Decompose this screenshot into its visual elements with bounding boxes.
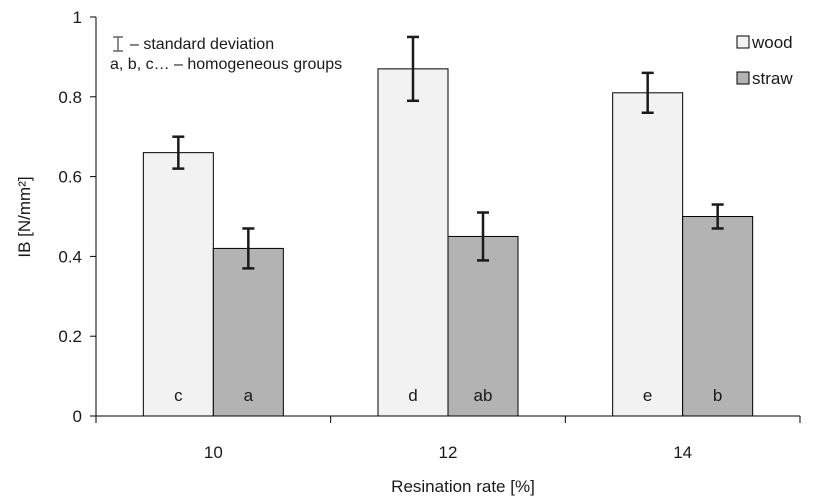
y-tick-label: 0.8 — [58, 88, 82, 107]
y-tick-label: 0.2 — [58, 327, 82, 346]
x-axis-title: Resination rate [%] — [391, 477, 535, 496]
groups-note: a, b, c… – homogeneous groups — [110, 56, 342, 73]
group-label: d — [408, 386, 417, 405]
plot-area: 0 0.2 0.4 0.6 0.8 1 10 c a 12 d ab 14 e b — [58, 8, 801, 462]
annotation-block: – standard deviation a, b, c… – homogene… — [110, 36, 342, 73]
x-tick-label: 14 — [673, 443, 692, 462]
y-tick-label: 1 — [73, 8, 82, 27]
group-label: c — [174, 386, 183, 405]
bar-straw — [447, 235, 519, 417]
bar-wood — [612, 92, 684, 417]
y-tick-label: 0.4 — [58, 247, 82, 266]
y-tick-label: 0 — [73, 407, 82, 426]
x-tick-label: 12 — [439, 443, 458, 462]
bar-wood — [142, 152, 214, 417]
group-label: b — [713, 386, 722, 405]
error-bar-legend-icon — [113, 36, 123, 52]
y-tick-label: 0.6 — [58, 168, 82, 187]
group-label: ab — [474, 386, 493, 405]
group-label: a — [244, 386, 254, 405]
std-dev-note: – standard deviation — [130, 36, 274, 53]
legend: wood straw — [736, 33, 793, 88]
legend-label-straw: straw — [752, 69, 793, 88]
y-axis-title: IB [N/mm²] — [15, 176, 34, 257]
bar-straw — [682, 216, 754, 417]
legend-swatch-straw — [736, 71, 750, 85]
bar-wood — [377, 68, 449, 417]
legend-swatch-wood — [736, 35, 750, 49]
x-tick-label: 10 — [204, 443, 223, 462]
group-label: e — [643, 386, 652, 405]
legend-label-wood: wood — [751, 33, 793, 52]
